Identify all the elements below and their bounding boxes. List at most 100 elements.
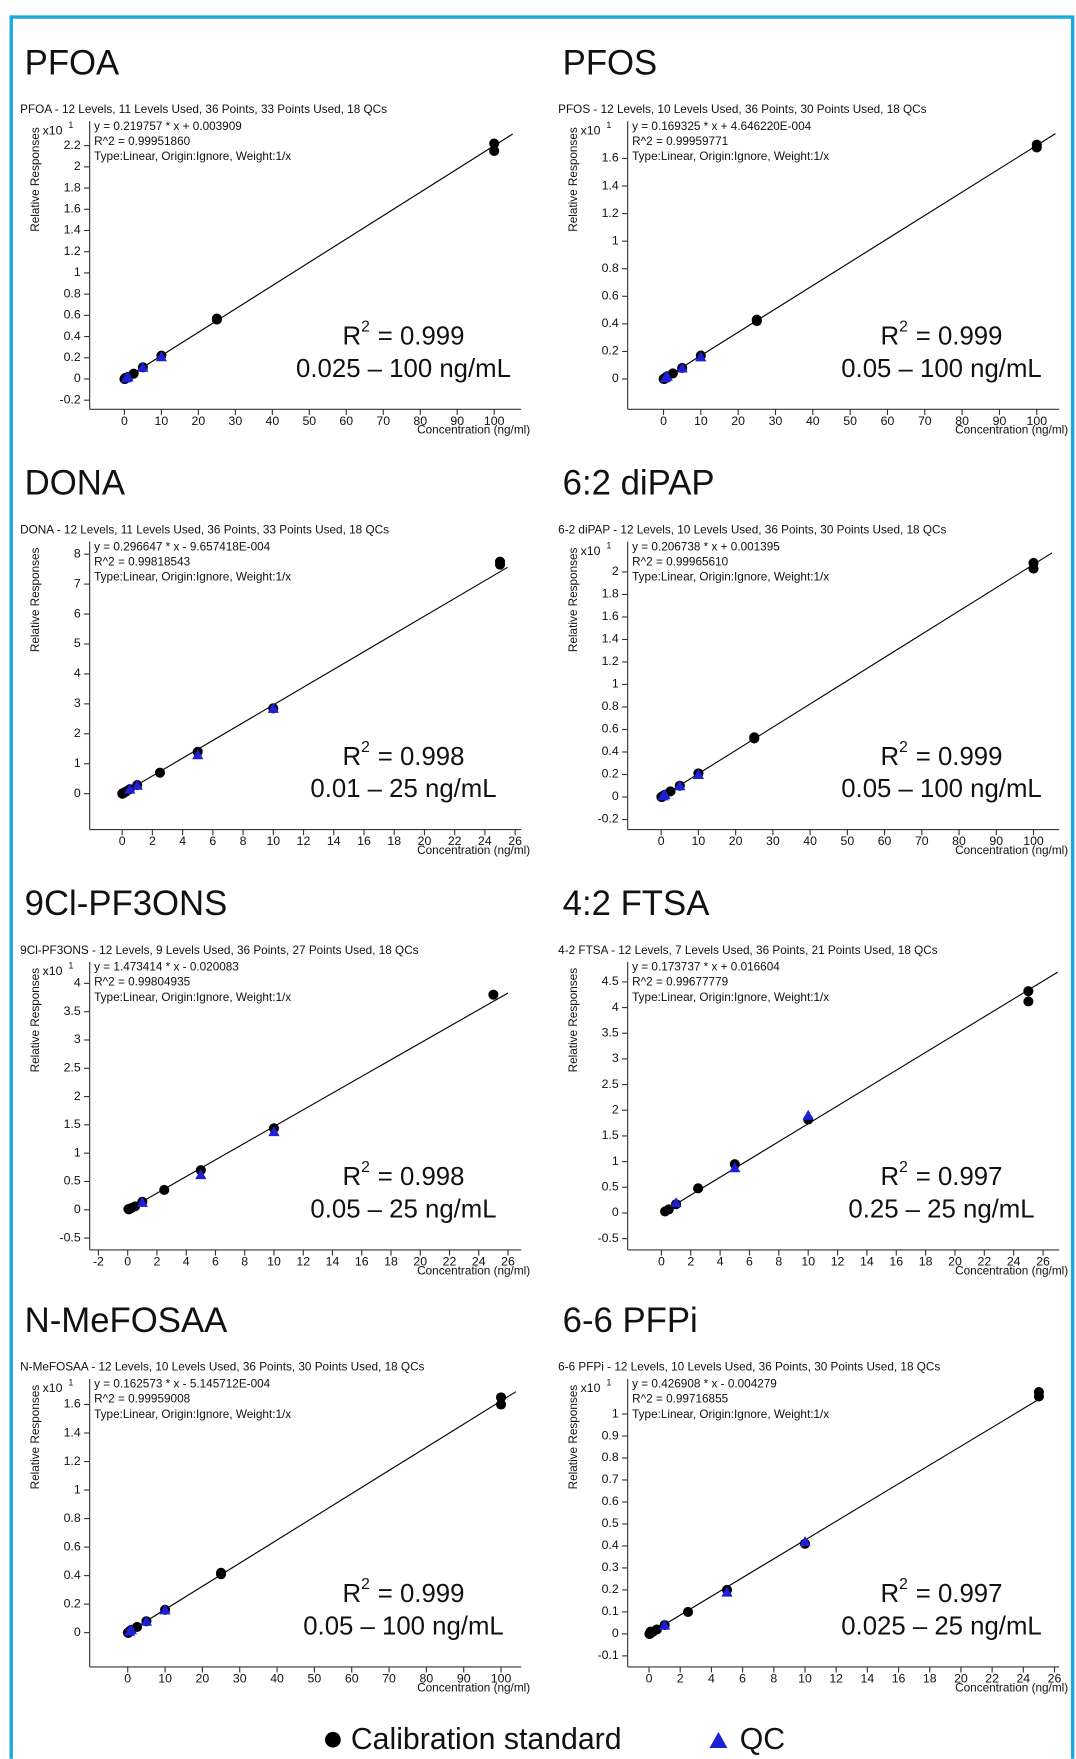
y-tick-label: 1.5 bbox=[64, 1117, 81, 1131]
qc-point bbox=[674, 780, 686, 791]
x-tick-label: 18 bbox=[923, 1671, 937, 1685]
y-tick-label: 0 bbox=[612, 371, 619, 385]
r-squared-value: = 0.998 bbox=[378, 743, 465, 771]
qc-point bbox=[802, 1109, 814, 1120]
x-tick-label: 8 bbox=[770, 1671, 777, 1685]
x-tick-label: 0 bbox=[124, 1255, 131, 1269]
y-tick-label: -0.1 bbox=[597, 1648, 618, 1662]
chart-subtitle: PFOS - 12 Levels, 10 Levels Used, 36 Poi… bbox=[558, 103, 926, 116]
chart-subtitle: 6-6 PFPi - 12 Levels, 10 Levels Used, 36… bbox=[558, 1361, 940, 1374]
y-tick-label: 0 bbox=[612, 1205, 619, 1219]
calibration-point bbox=[128, 368, 139, 379]
y-tick-label: 2 bbox=[74, 1089, 81, 1103]
y-tick-label: 0 bbox=[612, 789, 619, 803]
fit-line bbox=[648, 1398, 1040, 1635]
y-axis-label: Relative Responses bbox=[29, 968, 42, 1073]
chart-subtitle: 6-2 diPAP - 12 Levels, 10 Levels Used, 3… bbox=[558, 523, 946, 536]
y-tick-label: 1.6 bbox=[64, 1397, 81, 1411]
y-tick-label: 5 bbox=[74, 636, 81, 650]
x-tick-label: 30 bbox=[229, 414, 243, 428]
y-tick-label: 1.8 bbox=[602, 587, 619, 601]
qc-point bbox=[659, 1619, 671, 1630]
y-tick-label: 0.2 bbox=[602, 1582, 619, 1596]
calibration-point bbox=[1028, 563, 1039, 574]
x-tick-label: 90 bbox=[993, 414, 1007, 428]
calibration-point bbox=[494, 556, 506, 567]
equation-line: y = 0.296647 * x - 9.657418E-004 bbox=[94, 540, 271, 553]
r-squared: R2 = 0.999 bbox=[881, 739, 1003, 771]
qc-point bbox=[799, 1535, 811, 1547]
y-tick-label: -0.2 bbox=[597, 812, 618, 826]
y-tick-label: 3 bbox=[612, 1051, 619, 1065]
r-squared: R2 = 0.999 bbox=[343, 319, 465, 351]
calibration-point bbox=[211, 314, 222, 325]
y-tick-label: 0.6 bbox=[602, 289, 619, 303]
chart-panel: 6:2 diPAP 6-2 diPAP - 12 Levels, 10 Level… bbox=[558, 465, 1068, 857]
r-squared-value: = 0.998 bbox=[378, 1163, 465, 1191]
calibration-point bbox=[665, 786, 676, 797]
x-tick-label: 20 bbox=[948, 1255, 962, 1269]
y-tick-label: 0.2 bbox=[64, 350, 81, 364]
x-tick-label: 6 bbox=[746, 1255, 753, 1269]
y-tick-label: 0.4 bbox=[602, 744, 619, 758]
qc-point bbox=[131, 779, 143, 790]
calibration-point bbox=[693, 1183, 704, 1194]
x-tick-label: 20 bbox=[192, 414, 206, 428]
y-axis-label: Relative Responses bbox=[29, 1385, 42, 1490]
y-tick-label: 8 bbox=[74, 546, 81, 560]
equation-line: y = 0.169325 * x + 4.646220E-004 bbox=[632, 120, 811, 133]
r-squared: R2 = 0.998 bbox=[343, 1159, 465, 1191]
y-tick-label: 0.8 bbox=[602, 261, 619, 275]
x-tick-label: 100 bbox=[1023, 834, 1044, 848]
equation-line: y = 0.426908 * x - 0.004279 bbox=[632, 1378, 777, 1391]
equation-line: Type:Linear, Origin:Ignore, Weight:1/x bbox=[632, 1408, 829, 1421]
calibration-point bbox=[489, 145, 500, 156]
calibration-point bbox=[1023, 996, 1034, 1007]
calibration-range: 0.05 – 100 ng/mL bbox=[841, 355, 1042, 383]
x-tick-label: 18 bbox=[919, 1255, 933, 1269]
y-tick-label: 0.6 bbox=[602, 1494, 619, 1508]
y-tick-label: 0.8 bbox=[64, 1511, 81, 1525]
x-tick-label: 70 bbox=[918, 414, 932, 428]
calibration-point bbox=[495, 1399, 507, 1410]
x-tick-label: 30 bbox=[769, 414, 783, 428]
qc-point bbox=[729, 1162, 741, 1173]
x-tick-label: 14 bbox=[861, 1671, 875, 1685]
calibration-point bbox=[488, 989, 499, 1000]
y-tick-label: 0.6 bbox=[64, 1539, 81, 1553]
x-tick-label: 24 bbox=[1016, 1671, 1030, 1685]
y-tick-label: 1 bbox=[74, 265, 81, 279]
x-tick-label: 20 bbox=[731, 414, 745, 428]
calibration-point bbox=[129, 1201, 141, 1212]
y-tick-label: 0.8 bbox=[602, 1450, 619, 1464]
r-squared: R2 = 0.999 bbox=[343, 1576, 465, 1608]
x-tick-label: 10 bbox=[692, 834, 706, 848]
fit-line bbox=[663, 133, 1056, 380]
x-tick-label: 60 bbox=[878, 834, 892, 848]
r-squared-exponent: 2 bbox=[899, 739, 908, 756]
fit-line bbox=[660, 552, 1053, 798]
calibration-point bbox=[751, 314, 762, 325]
y-scale-exponent: 1 bbox=[606, 540, 611, 550]
y-tick-label: 1.4 bbox=[64, 1425, 81, 1439]
x-tick-label: 10 bbox=[694, 414, 708, 428]
calibration-point bbox=[1033, 1391, 1044, 1402]
y-tick-label: 1 bbox=[74, 756, 81, 770]
y-tick-label: 3 bbox=[74, 696, 81, 710]
y-tick-label: 1.2 bbox=[64, 244, 81, 258]
qc-point bbox=[159, 1604, 171, 1615]
r-squared: R2 = 0.997 bbox=[881, 1576, 1003, 1608]
x-tick-label: 18 bbox=[384, 1255, 398, 1269]
x-tick-label: 100 bbox=[484, 414, 505, 428]
y-tick-label: 0 bbox=[612, 1626, 619, 1640]
x-tick-label: 26 bbox=[1036, 1255, 1050, 1269]
y-tick-label: 2 bbox=[612, 1103, 619, 1117]
x-axis-label: Concentration (ng/ml) bbox=[955, 424, 1068, 437]
x-tick-label: 30 bbox=[233, 1671, 247, 1685]
x-tick-label: 6 bbox=[209, 834, 216, 848]
equation-line: y = 0.219757 * x + 0.003909 bbox=[94, 120, 242, 133]
x-axis-label: Concentration (ng/ml) bbox=[417, 1264, 530, 1277]
x-tick-label: 80 bbox=[420, 1671, 434, 1685]
legend-label: QC bbox=[740, 1723, 785, 1756]
